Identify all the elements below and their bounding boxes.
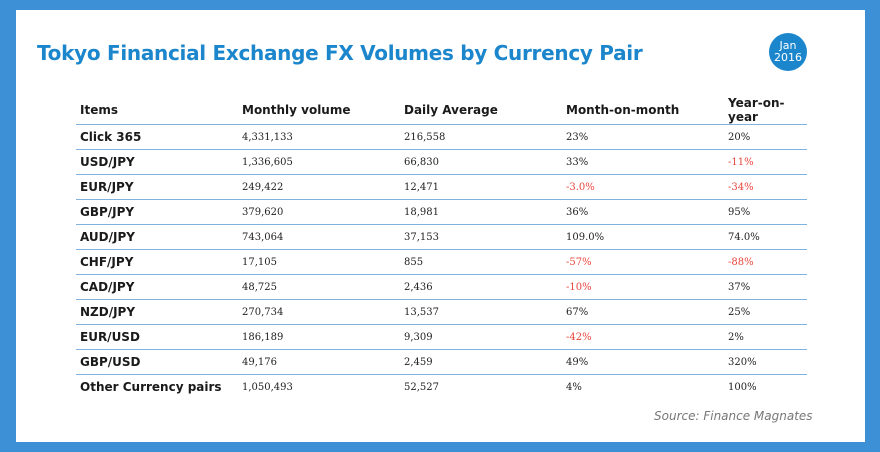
row-daily-average: 18,981 [400,199,562,225]
row-year-on-year: 100% [728,381,757,393]
table-row: AUD/JPY 743,064 37,153 109.0% 74.0% [76,224,807,250]
table-row: CAD/JPY 48,725 2,436 -10% 37% [76,274,807,300]
table-row: CHF/JPY 17,105 855 -57% -88% [76,249,807,275]
row-daily-average: 13,537 [400,299,562,325]
row-item: NZD/JPY [76,299,238,325]
row-monthly-volume: 4,331,133 [238,124,400,150]
row-daily-average: 2,459 [400,349,562,375]
row-item: EUR/JPY [76,174,238,200]
row-month-on-month: 67% [562,299,724,325]
row-year-on-year: 25% [724,299,807,325]
header-year-on-year: Year-on-year [724,96,807,125]
row-daily-average: 12,471 [400,174,562,200]
badge-year: 2016 [774,51,802,64]
header-month-on-month: Month-on-month [562,96,724,125]
row-daily-average: 37,153 [400,224,562,250]
table-row: Click 365 4,331,133 216,558 23% 20% [76,124,807,150]
row-monthly-volume: 48,725 [238,274,400,300]
row-month-on-month: -42% [562,324,724,350]
source-note: Source: Finance Magnates [654,409,813,423]
row-year-on-year: 20% [724,124,807,150]
row-monthly-volume: 49,176 [238,349,400,375]
row-monthly-volume: 270,734 [238,299,400,325]
row-month-on-month: -57% [562,249,724,275]
table-row: Other Currency pairs 1,050,493 52,527 4%… [76,375,807,400]
table-row: GBP/JPY 379,620 18,981 36% 95% [76,199,807,225]
row-month-on-month: 36% [562,199,724,225]
row-year-on-year: -88% [724,249,807,275]
row-monthly-volume: 186,189 [238,324,400,350]
header-monthly-volume: Monthly volume [238,96,400,125]
header-items: Items [76,96,238,125]
row-monthly-volume: 379,620 [238,199,400,225]
row-daily-average: 2,436 [400,274,562,300]
row-daily-average: 66,830 [400,149,562,175]
date-badge: Jan 2016 [769,33,807,71]
row-monthly-volume: 1,050,493 [242,381,293,393]
row-daily-average: 9,309 [400,324,562,350]
page-title: Tokyo Financial Exchange FX Volumes by C… [37,41,643,65]
row-month-on-month: 109.0% [562,224,724,250]
row-year-on-year: -11% [724,149,807,175]
row-month-on-month: 4% [566,381,582,393]
table-row: EUR/USD 186,189 9,309 -42% 2% [76,324,807,350]
row-year-on-year: 74.0% [724,224,807,250]
badge-month: Jan [779,39,797,52]
row-month-on-month: 33% [562,149,724,175]
row-monthly-volume: 17,105 [238,249,400,275]
table-row: NZD/JPY 270,734 13,537 67% 25% [76,299,807,325]
row-item: Click 365 [76,124,238,150]
row-month-on-month: -10% [562,274,724,300]
row-year-on-year: 37% [724,274,807,300]
row-year-on-year: 2% [724,324,807,350]
fx-volume-table: Items Monthly volume Daily Average Month… [76,96,807,399]
row-daily-average: 855 [400,249,562,275]
row-item: GBP/JPY [76,199,238,225]
row-item: CAD/JPY [76,274,238,300]
table-row: EUR/JPY 249,422 12,471 -3.0% -34% [76,174,807,200]
table-row: USD/JPY 1,336,605 66,830 33% -11% [76,149,807,175]
row-year-on-year: 320% [724,349,807,375]
content-card: Tokyo Financial Exchange FX Volumes by C… [16,10,865,442]
row-year-on-year: -34% [724,174,807,200]
row-month-on-month: -3.0% [562,174,724,200]
row-month-on-month: 23% [562,124,724,150]
table-row: GBP/USD 49,176 2,459 49% 320% [76,349,807,375]
row-monthly-volume: 743,064 [238,224,400,250]
row-daily-average: 52,527 [404,381,439,393]
row-monthly-volume: 1,336,605 [238,149,400,175]
row-item: Other Currency pairs [80,380,222,394]
table-header-row: Items Monthly volume Daily Average Month… [76,96,807,125]
row-month-on-month: 49% [562,349,724,375]
row-item: AUD/JPY [76,224,238,250]
row-item: USD/JPY [76,149,238,175]
row-monthly-volume: 249,422 [238,174,400,200]
row-daily-average: 216,558 [400,124,562,150]
row-item: GBP/USD [76,349,238,375]
header-daily-average: Daily Average [400,96,562,125]
row-year-on-year: 95% [724,199,807,225]
row-item: CHF/JPY [76,249,238,275]
row-item: EUR/USD [76,324,238,350]
